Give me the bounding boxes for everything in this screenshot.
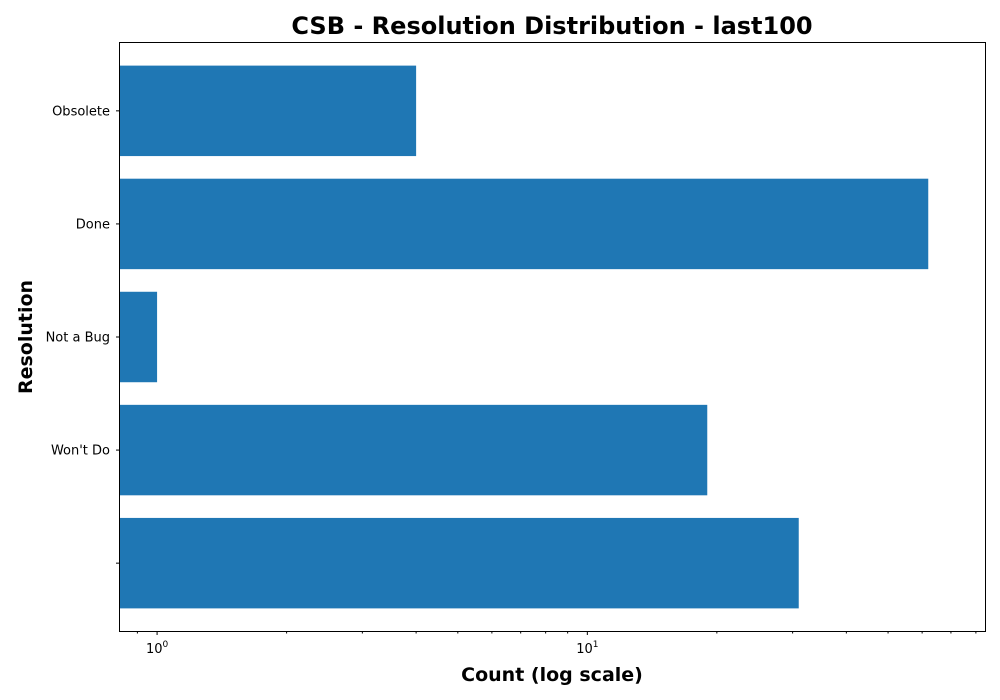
plot-area-frame <box>119 42 986 632</box>
bar <box>120 517 799 609</box>
x-tick-label: 100 <box>146 640 169 657</box>
chart-title: CSB - Resolution Distribution - last100 <box>291 12 812 40</box>
bars-group <box>120 65 929 609</box>
bar <box>120 291 158 383</box>
y-tick-label: Won't Do <box>51 444 110 459</box>
x-axis-label: Count (log scale) <box>461 664 643 686</box>
bar <box>120 65 417 157</box>
y-axis-ticks: Won't Do Not a Bug Done Obsolete <box>46 104 120 564</box>
bar <box>120 178 929 270</box>
bar <box>120 404 708 496</box>
y-tick-label: Not a Bug <box>46 331 110 346</box>
y-axis-label: Resolution <box>15 280 37 394</box>
y-tick-label: Done <box>76 217 110 232</box>
x-axis-ticks: 100 101 <box>136 631 977 657</box>
y-tick-label: Obsolete <box>52 104 110 119</box>
x-tick-label: 101 <box>576 640 598 657</box>
